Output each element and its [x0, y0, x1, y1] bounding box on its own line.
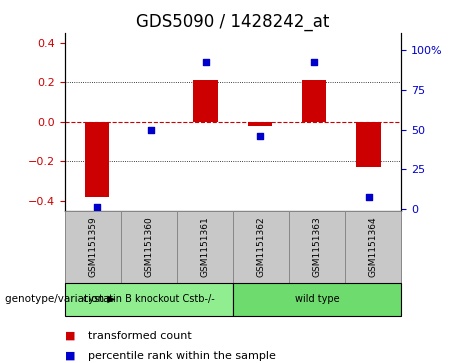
- Point: [256, 133, 264, 139]
- Text: transformed count: transformed count: [88, 331, 191, 341]
- Bar: [85, 122, 109, 197]
- Text: ■: ■: [65, 351, 75, 361]
- Text: GSM1151363: GSM1151363: [313, 216, 321, 277]
- Point: [94, 204, 101, 210]
- Bar: [194, 80, 218, 122]
- Text: percentile rank within the sample: percentile rank within the sample: [88, 351, 276, 361]
- Text: wild type: wild type: [295, 294, 339, 305]
- Text: GSM1151361: GSM1151361: [200, 216, 209, 277]
- Text: GSM1151359: GSM1151359: [88, 216, 97, 277]
- Bar: [356, 122, 381, 167]
- Text: ■: ■: [65, 331, 75, 341]
- Text: genotype/variation ▶: genotype/variation ▶: [5, 294, 115, 305]
- Point: [148, 127, 155, 132]
- Title: GDS5090 / 1428242_at: GDS5090 / 1428242_at: [136, 13, 330, 31]
- Bar: [302, 80, 326, 122]
- Text: cystatin B knockout Cstb-/-: cystatin B knockout Cstb-/-: [83, 294, 214, 305]
- Point: [365, 195, 372, 200]
- Point: [311, 58, 318, 64]
- Bar: [248, 122, 272, 126]
- Text: GSM1151364: GSM1151364: [368, 216, 378, 277]
- Text: GSM1151362: GSM1151362: [256, 216, 266, 277]
- Text: GSM1151360: GSM1151360: [144, 216, 153, 277]
- Point: [202, 58, 209, 64]
